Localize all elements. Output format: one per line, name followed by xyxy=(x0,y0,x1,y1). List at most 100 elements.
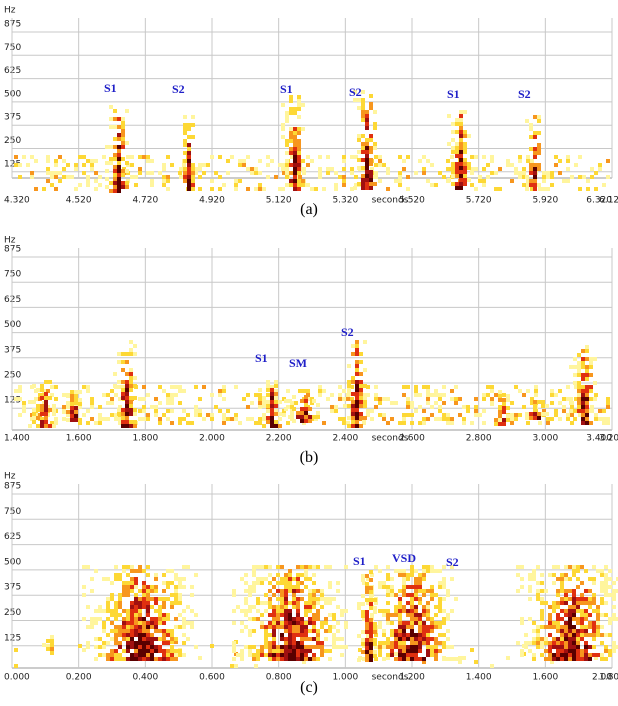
spectral-cell xyxy=(316,617,320,621)
spectral-cell xyxy=(580,649,584,653)
spectral-cell xyxy=(502,418,506,422)
spectral-cell xyxy=(604,593,608,597)
spectral-cell xyxy=(187,171,191,175)
spectral-cell xyxy=(573,417,577,421)
spectral-cell xyxy=(612,613,616,617)
spectral-cell xyxy=(418,613,422,617)
spectral-cell xyxy=(529,127,533,131)
spectral-cell xyxy=(308,609,312,613)
spectral-cell xyxy=(336,581,340,585)
spectral-cell xyxy=(117,185,121,189)
spectral-cell xyxy=(202,385,206,389)
spectral-cell xyxy=(536,565,540,569)
spectral-cell xyxy=(577,389,581,393)
spectral-cell xyxy=(154,621,158,625)
spectral-cell xyxy=(550,393,554,397)
spectral-cell xyxy=(78,405,82,409)
spectral-cell xyxy=(113,165,117,169)
spectral-cell xyxy=(537,115,541,119)
spectral-cell xyxy=(354,183,358,187)
spectral-cell xyxy=(576,629,580,633)
spectral-cell xyxy=(560,641,564,645)
spectral-cell xyxy=(588,657,592,661)
spectral-cell xyxy=(308,621,312,625)
spectral-cell xyxy=(62,167,66,171)
spectral-cell xyxy=(572,565,576,569)
spectral-cell xyxy=(117,157,121,161)
spectral-cell xyxy=(369,638,373,642)
spectral-cell xyxy=(518,171,522,175)
spectral-cell xyxy=(422,593,426,597)
spectral-cell xyxy=(316,633,320,637)
spectral-cell xyxy=(293,175,297,179)
spectral-cell xyxy=(133,384,137,388)
spectral-cell xyxy=(109,125,113,129)
spectral-cell xyxy=(550,401,554,405)
spectral-cell xyxy=(320,649,324,653)
spectral-cell xyxy=(66,410,70,414)
annotation: S1 xyxy=(280,82,293,96)
spectral-cell xyxy=(146,601,150,605)
spectral-cell xyxy=(418,637,422,641)
spectral-cell xyxy=(394,605,398,609)
spectral-cell xyxy=(126,645,130,649)
spectral-cell xyxy=(366,409,370,413)
spectral-cell xyxy=(158,171,162,175)
spectral-cell xyxy=(126,625,130,629)
spectral-cell xyxy=(410,401,414,405)
spectral-cell xyxy=(351,416,355,420)
spectral-cell xyxy=(288,399,292,403)
spectral-cell xyxy=(528,585,532,589)
spectral-cell xyxy=(300,625,304,629)
spectral-cell xyxy=(564,637,568,641)
spectral-cell xyxy=(274,389,278,393)
spectral-cell xyxy=(552,621,556,625)
spectral-cell xyxy=(125,372,129,376)
spectral-cell xyxy=(98,609,102,613)
spectral-cell xyxy=(426,645,430,649)
spectral-cell xyxy=(540,617,544,621)
spectral-cell xyxy=(54,417,58,421)
spectral-cell xyxy=(121,396,125,400)
spectral-cell xyxy=(369,106,373,110)
spectral-cell xyxy=(612,593,616,597)
spectral-cell xyxy=(288,649,292,653)
y-tick-label: 875 xyxy=(4,245,21,255)
spectral-cell xyxy=(616,577,618,581)
spectral-cell xyxy=(498,394,502,398)
y-tick-label: 375 xyxy=(4,113,21,123)
spectral-cell xyxy=(536,589,540,593)
spectral-cell xyxy=(459,134,463,138)
spectral-cell xyxy=(430,625,434,629)
spectral-cell xyxy=(581,361,585,365)
spectral-cell xyxy=(292,585,296,589)
spectral-cell xyxy=(268,573,272,577)
spectral-cell xyxy=(365,166,369,170)
spectral-cell xyxy=(134,581,138,585)
spectral-cell xyxy=(304,649,308,653)
spectral-cell xyxy=(293,151,297,155)
spectral-cell xyxy=(138,409,142,413)
spectral-cell xyxy=(138,155,142,159)
spectral-cell xyxy=(292,597,296,601)
spectral-cell xyxy=(530,187,534,191)
spectral-cell xyxy=(390,641,394,645)
spectral-cell xyxy=(210,644,214,648)
spectral-cell xyxy=(130,613,134,617)
spectral-cell xyxy=(125,384,129,388)
spectral-cell xyxy=(292,637,296,641)
spectral-cell xyxy=(252,565,256,569)
spectral-cell xyxy=(264,637,268,641)
spectral-cell xyxy=(556,641,560,645)
spectral-cell xyxy=(568,641,572,645)
spectral-cell xyxy=(359,412,363,416)
spectral-cell xyxy=(110,657,114,661)
spectral-cell xyxy=(70,414,74,418)
spectral-cell xyxy=(297,155,301,159)
spectral-cell xyxy=(564,565,568,569)
spectral-cell xyxy=(122,565,126,569)
spectral-cell xyxy=(130,653,134,657)
spectral-cell xyxy=(600,569,604,573)
spectral-cell xyxy=(90,617,94,621)
spectral-cell xyxy=(129,340,133,344)
